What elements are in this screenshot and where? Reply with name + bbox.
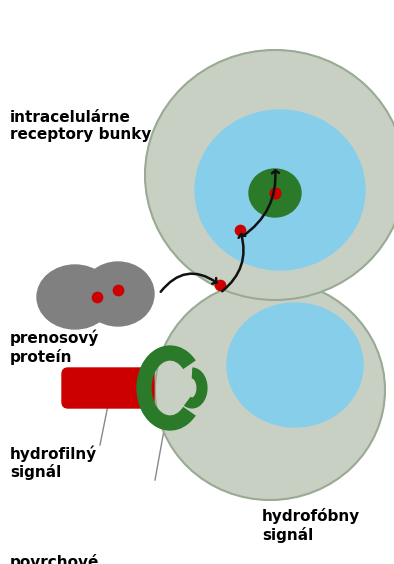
Ellipse shape [155, 280, 385, 500]
Ellipse shape [37, 265, 113, 329]
Ellipse shape [227, 303, 363, 427]
Ellipse shape [82, 262, 154, 326]
FancyBboxPatch shape [62, 368, 154, 408]
Point [115, 285, 121, 294]
Point [94, 293, 100, 302]
Text: povrchové
receptory bunky: povrchové receptory bunky [10, 554, 151, 564]
Ellipse shape [195, 110, 365, 270]
Point [237, 226, 243, 235]
Text: prenosový
proteín: prenosový proteín [10, 330, 99, 365]
Point [217, 280, 223, 289]
Text: intracelulárne
receptory bunky: intracelulárne receptory bunky [10, 110, 151, 142]
Point [272, 188, 278, 197]
Ellipse shape [145, 50, 394, 300]
Ellipse shape [249, 169, 301, 217]
Text: hydrofóbny
signál: hydrofóbny signál [262, 508, 360, 543]
Text: hydrofilný
signál: hydrofilný signál [10, 445, 97, 480]
